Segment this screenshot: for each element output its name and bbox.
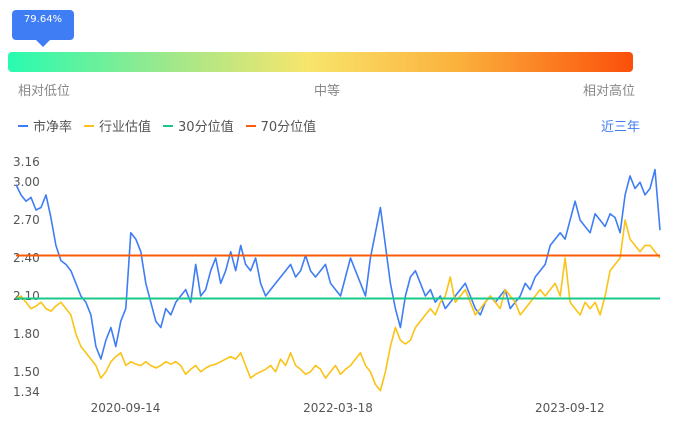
y-tick-label: 2.70 xyxy=(13,213,40,227)
series-line-0 xyxy=(15,168,661,360)
legend-label: 行业估值 xyxy=(99,120,152,135)
y-tick-label: 2.10 xyxy=(13,289,40,303)
x-tick-label: 2022-03-18 xyxy=(303,401,373,415)
valuation-gradient-bar xyxy=(8,52,633,72)
legend-item-industry[interactable]: 行业估值 xyxy=(84,116,151,135)
scale-low-label: 相对低位 xyxy=(18,84,71,99)
x-tick-label: 2023-09-12 xyxy=(535,401,605,415)
series-line-1 xyxy=(15,219,661,392)
y-tick-label: 3.16 xyxy=(13,155,40,169)
y-tick-label: 1.34 xyxy=(13,385,40,399)
percentile-value: 79.64% xyxy=(23,14,63,25)
y-tick-label: 1.80 xyxy=(13,327,40,341)
period-selector[interactable]: 近三年 xyxy=(600,120,640,135)
x-tick-label: 2020-09-14 xyxy=(91,401,161,415)
legend-label: 30分位值 xyxy=(178,120,234,135)
legend-swatch xyxy=(245,124,256,127)
y-tick-label: 3.00 xyxy=(13,175,40,189)
y-tick-label: 2.40 xyxy=(13,251,40,265)
percentile-tooltip: 79.64% xyxy=(12,10,74,47)
scale-mid-label: 中等 xyxy=(314,84,341,99)
legend-label: 70分位值 xyxy=(260,120,317,135)
legend-swatch xyxy=(163,124,174,127)
legend-item-p70[interactable]: 70分位值 xyxy=(245,116,317,135)
scale-high-label: 相对高位 xyxy=(583,84,636,99)
y-tick-label: 1.50 xyxy=(13,365,40,379)
legend-swatch xyxy=(18,124,28,127)
legend-swatch xyxy=(84,124,95,127)
legend-item-pb[interactable]: 市净率 xyxy=(18,116,72,135)
chart-legend: 市净率 行业估值 30分位值 70分位值 xyxy=(18,116,316,135)
legend-label: 市净率 xyxy=(33,120,73,135)
legend-item-p30[interactable]: 30分位值 xyxy=(163,116,234,135)
